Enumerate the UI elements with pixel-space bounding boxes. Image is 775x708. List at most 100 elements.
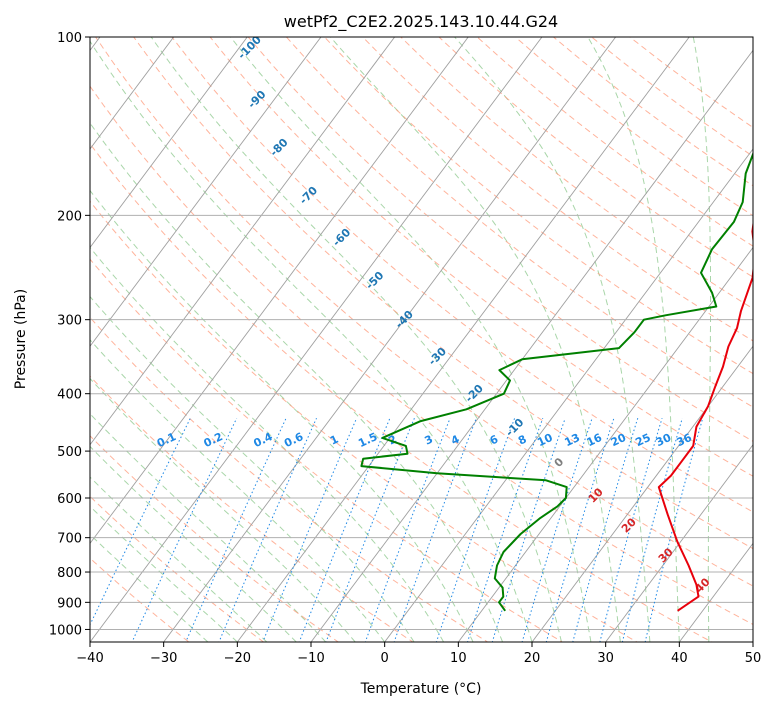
- moist-adiabat-line: [90, 377, 356, 642]
- moist-adiabat-line: [230, 37, 592, 642]
- mixing-ratio-line: [185, 417, 287, 642]
- moist-adiabat-line: [692, 37, 712, 642]
- x-axis-ticks: −40 −30 −20 −10 0 10 20 30 40 50: [76, 642, 761, 666]
- isotherm-line: [531, 345, 753, 642]
- dry-adiabat-line: [90, 495, 265, 642]
- isotherm-line: [605, 444, 753, 642]
- isotherm-line: [90, 37, 543, 642]
- y-tick-label: 200: [57, 209, 82, 224]
- moist-adiabat-line: [90, 413, 327, 642]
- x-tick-label: 40: [671, 651, 688, 666]
- y-tick-label: 1000: [49, 623, 82, 638]
- mixing-ratio-label: 36: [674, 431, 694, 449]
- mixing-ratio-label: 6: [488, 432, 501, 447]
- x-tick-label: 10: [450, 651, 467, 666]
- isotherm-line: [90, 37, 248, 249]
- x-tick-label: 0: [381, 651, 389, 666]
- dry-adiabat-line: [323, 37, 753, 375]
- chart-title: wetPf2_C2E2.2025.143.10.44.G24: [284, 12, 558, 32]
- isotherm-line: [678, 542, 753, 642]
- y-axis-ticks: 100 200 300 400 500 600 700 800 900 1000: [49, 31, 90, 638]
- mixing-ratio-label: 0.4: [251, 430, 274, 450]
- y-tick-label: 300: [57, 314, 82, 329]
- mixing-ratio-label: 13: [563, 431, 582, 449]
- y-tick-label: 100: [57, 31, 82, 46]
- mixing-ratio-line: [521, 418, 593, 642]
- isotherm-line: [163, 37, 617, 642]
- dry-adiabat-line: [400, 37, 753, 310]
- x-tick-label: 50: [745, 651, 762, 666]
- y-axis-label: Pressure (hPa): [13, 289, 29, 389]
- profile-series: [360, 151, 753, 612]
- mixing-ratio-label: 3: [422, 433, 434, 448]
- isotherm-line: [90, 37, 175, 150]
- moist-adiabat-line: [150, 37, 562, 642]
- dry-adiabat-label: -40: [393, 308, 416, 331]
- dry-adiabat-label: 10: [586, 485, 606, 505]
- mixing-ratio-label: 30: [654, 431, 674, 449]
- moist-adiabat-line: [90, 445, 297, 642]
- moist-adiabat-line: [90, 295, 415, 642]
- mixing-ratio-label: 1: [328, 433, 340, 448]
- dry-adiabat-line: [90, 142, 713, 642]
- dry-adiabat-line: [90, 258, 564, 642]
- dry-adiabat-line: [476, 37, 753, 247]
- dry-adiabat-label: 30: [656, 545, 676, 565]
- isotherm-line: [457, 246, 753, 642]
- mixing-ratio-line: [218, 417, 317, 642]
- x-tick-label: −40: [76, 651, 103, 666]
- x-tick-label: −10: [297, 651, 324, 666]
- mixing-ratio-line: [298, 418, 391, 642]
- isotherm-line: [310, 49, 753, 642]
- dewpoint-line: [360, 151, 753, 612]
- dry-adiabat-line: [90, 85, 753, 625]
- y-tick-label: 800: [57, 566, 82, 581]
- temperature-line: [657, 219, 753, 612]
- mixing-ratio-label: 0.6: [282, 430, 305, 450]
- dry-adiabat-label: -80: [267, 136, 290, 159]
- dry-adiabat-line: [438, 37, 753, 278]
- moist-adiabat-line: [90, 476, 268, 642]
- mixing-ratio-line: [262, 418, 358, 642]
- mixing-ratio-label: 4: [449, 432, 462, 447]
- mixing-ratio-label: 25: [633, 431, 652, 449]
- moist-adiabat-line: [90, 40, 533, 642]
- moist-adiabat-line: [330, 37, 621, 642]
- mixing-ratio-line: [325, 418, 415, 642]
- y-tick-label: 500: [57, 445, 82, 460]
- moist-adiabat-line: [454, 37, 651, 642]
- moist-adiabat-line: [90, 533, 209, 642]
- x-axis-label: Temperature (°C): [360, 681, 482, 697]
- mixing-ratio-label: 1.5: [356, 430, 379, 450]
- mixing-ratio-line: [572, 418, 639, 642]
- x-tick-label: −30: [150, 651, 177, 666]
- y-tick-label: 700: [57, 532, 82, 547]
- dry-adiabat-label: -60: [330, 226, 353, 249]
- moist-adiabat-line: [90, 122, 503, 642]
- dry-adiabat-line: [90, 200, 639, 642]
- mixing-ratio-line: [491, 418, 566, 642]
- mixing-ratio-line: [545, 418, 615, 642]
- dry-adiabat-line: [514, 37, 753, 217]
- pressure-gridlines: [90, 37, 753, 630]
- moist-adiabat-line: [90, 189, 474, 642]
- plot-frame: [89, 36, 754, 643]
- dry-adiabat-line: [362, 37, 753, 342]
- mixing-ratio-line: [435, 418, 516, 642]
- y-tick-label: 900: [57, 596, 82, 611]
- mixing-ratio-line: [621, 418, 683, 642]
- isotherms: [90, 37, 753, 642]
- dry-adiabat-label: -70: [297, 184, 320, 207]
- moist-adiabats: [90, 37, 712, 642]
- dry-adiabat-line: [90, 557, 190, 642]
- isotherm-line: [90, 37, 396, 446]
- x-tick-label: 30: [597, 651, 614, 666]
- mixing-ratio-label: 10: [535, 431, 555, 449]
- moist-adiabat-line: [90, 246, 445, 642]
- dry-adiabat-line: [209, 37, 753, 477]
- y-tick-label: 400: [57, 388, 82, 403]
- mixing-ratio-line: [466, 418, 544, 642]
- isotherm-line: [90, 37, 469, 545]
